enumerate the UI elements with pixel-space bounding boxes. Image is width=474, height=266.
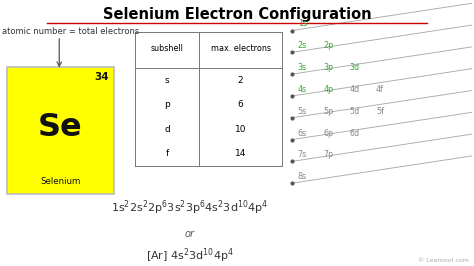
Text: 1s: 1s — [298, 19, 307, 28]
Text: subshell: subshell — [151, 44, 183, 53]
Text: max. electrons: max. electrons — [210, 44, 271, 53]
Text: 3p: 3p — [324, 63, 334, 72]
Text: 5f: 5f — [376, 107, 384, 116]
Text: 2p: 2p — [324, 41, 334, 50]
Text: © Learnool.com: © Learnool.com — [419, 258, 469, 263]
Text: f: f — [165, 149, 169, 158]
Text: 3s: 3s — [298, 63, 307, 72]
Text: 4p: 4p — [324, 85, 334, 94]
Text: Selenium Electron Configuration: Selenium Electron Configuration — [103, 7, 371, 22]
Text: 5s: 5s — [298, 107, 307, 116]
Text: 2: 2 — [238, 76, 243, 85]
Text: p: p — [164, 100, 170, 109]
Text: 6d: 6d — [350, 128, 360, 138]
Text: 7p: 7p — [324, 150, 334, 159]
Text: 34: 34 — [94, 72, 109, 82]
FancyBboxPatch shape — [7, 66, 114, 194]
Text: 4s: 4s — [298, 85, 307, 94]
Text: [Ar] 4s$^2$3d$^{10}$4p$^4$: [Ar] 4s$^2$3d$^{10}$4p$^4$ — [146, 246, 234, 265]
Text: 1s$^2$2s$^2$2p$^6$3s$^2$3p$^6$4s$^2$3d$^{10}$4p$^4$: 1s$^2$2s$^2$2p$^6$3s$^2$3p$^6$4s$^2$3d$^… — [111, 198, 268, 217]
Text: 14: 14 — [235, 149, 246, 158]
Text: s: s — [165, 76, 169, 85]
Text: d: d — [164, 124, 170, 134]
Text: 10: 10 — [235, 124, 246, 134]
Text: 7s: 7s — [298, 150, 307, 159]
Text: 4d: 4d — [350, 85, 360, 94]
Text: 5p: 5p — [324, 107, 334, 116]
Text: 2s: 2s — [298, 41, 307, 50]
Text: 8s: 8s — [298, 172, 307, 181]
Text: Se: Se — [38, 112, 83, 143]
Text: 3d: 3d — [350, 63, 360, 72]
Text: 5d: 5d — [350, 107, 360, 116]
Text: 6: 6 — [237, 100, 244, 109]
Text: or: or — [184, 229, 195, 239]
Text: 4f: 4f — [376, 85, 384, 94]
Text: 6s: 6s — [298, 128, 307, 138]
Text: 6p: 6p — [324, 128, 334, 138]
Text: Selenium: Selenium — [40, 177, 81, 186]
Text: atomic number = total electrons: atomic number = total electrons — [2, 27, 140, 36]
